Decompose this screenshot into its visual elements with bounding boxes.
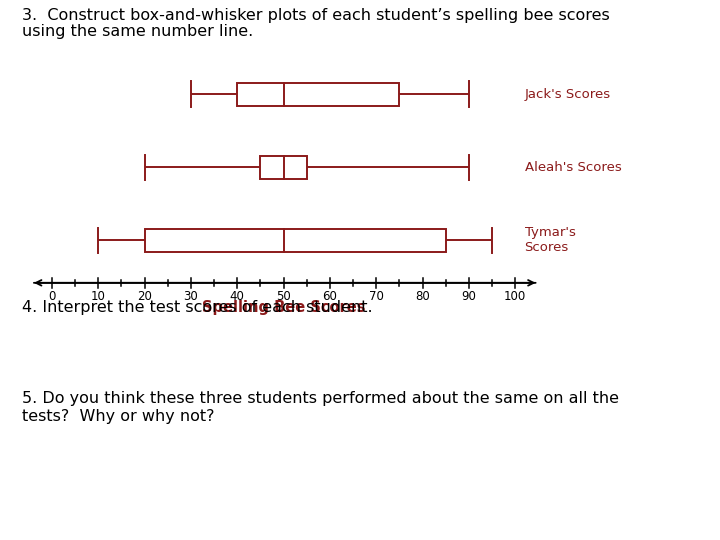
Text: 40: 40	[230, 290, 245, 303]
Text: 10: 10	[91, 290, 106, 303]
Text: 0: 0	[48, 290, 55, 303]
Text: 3.  Construct box-and-whisker plots of each student’s spelling bee scores: 3. Construct box-and-whisker plots of ea…	[22, 8, 609, 23]
Text: 100: 100	[504, 290, 526, 303]
Text: Jack's Scores: Jack's Scores	[525, 88, 611, 101]
Text: 50: 50	[276, 290, 291, 303]
Text: Aleah's Scores: Aleah's Scores	[525, 161, 621, 174]
Text: Spelling Bee Scores: Spelling Bee Scores	[202, 300, 365, 315]
Text: 80: 80	[415, 290, 430, 303]
Bar	[261, 156, 307, 179]
Text: 30: 30	[184, 290, 198, 303]
Text: 60: 60	[323, 290, 338, 303]
Text: 5. Do you think these three students performed about the same on all the
tests? : 5. Do you think these three students per…	[22, 392, 618, 424]
Bar	[145, 229, 446, 252]
Text: 90: 90	[462, 290, 477, 303]
Text: 4. Interpret the test scores of each student.: 4. Interpret the test scores of each stu…	[22, 300, 372, 315]
Text: 20: 20	[138, 290, 152, 303]
Bar	[238, 83, 400, 106]
Text: using the same number line.: using the same number line.	[22, 24, 253, 39]
Text: Tymar's
Scores: Tymar's Scores	[525, 226, 575, 254]
Text: 70: 70	[369, 290, 384, 303]
